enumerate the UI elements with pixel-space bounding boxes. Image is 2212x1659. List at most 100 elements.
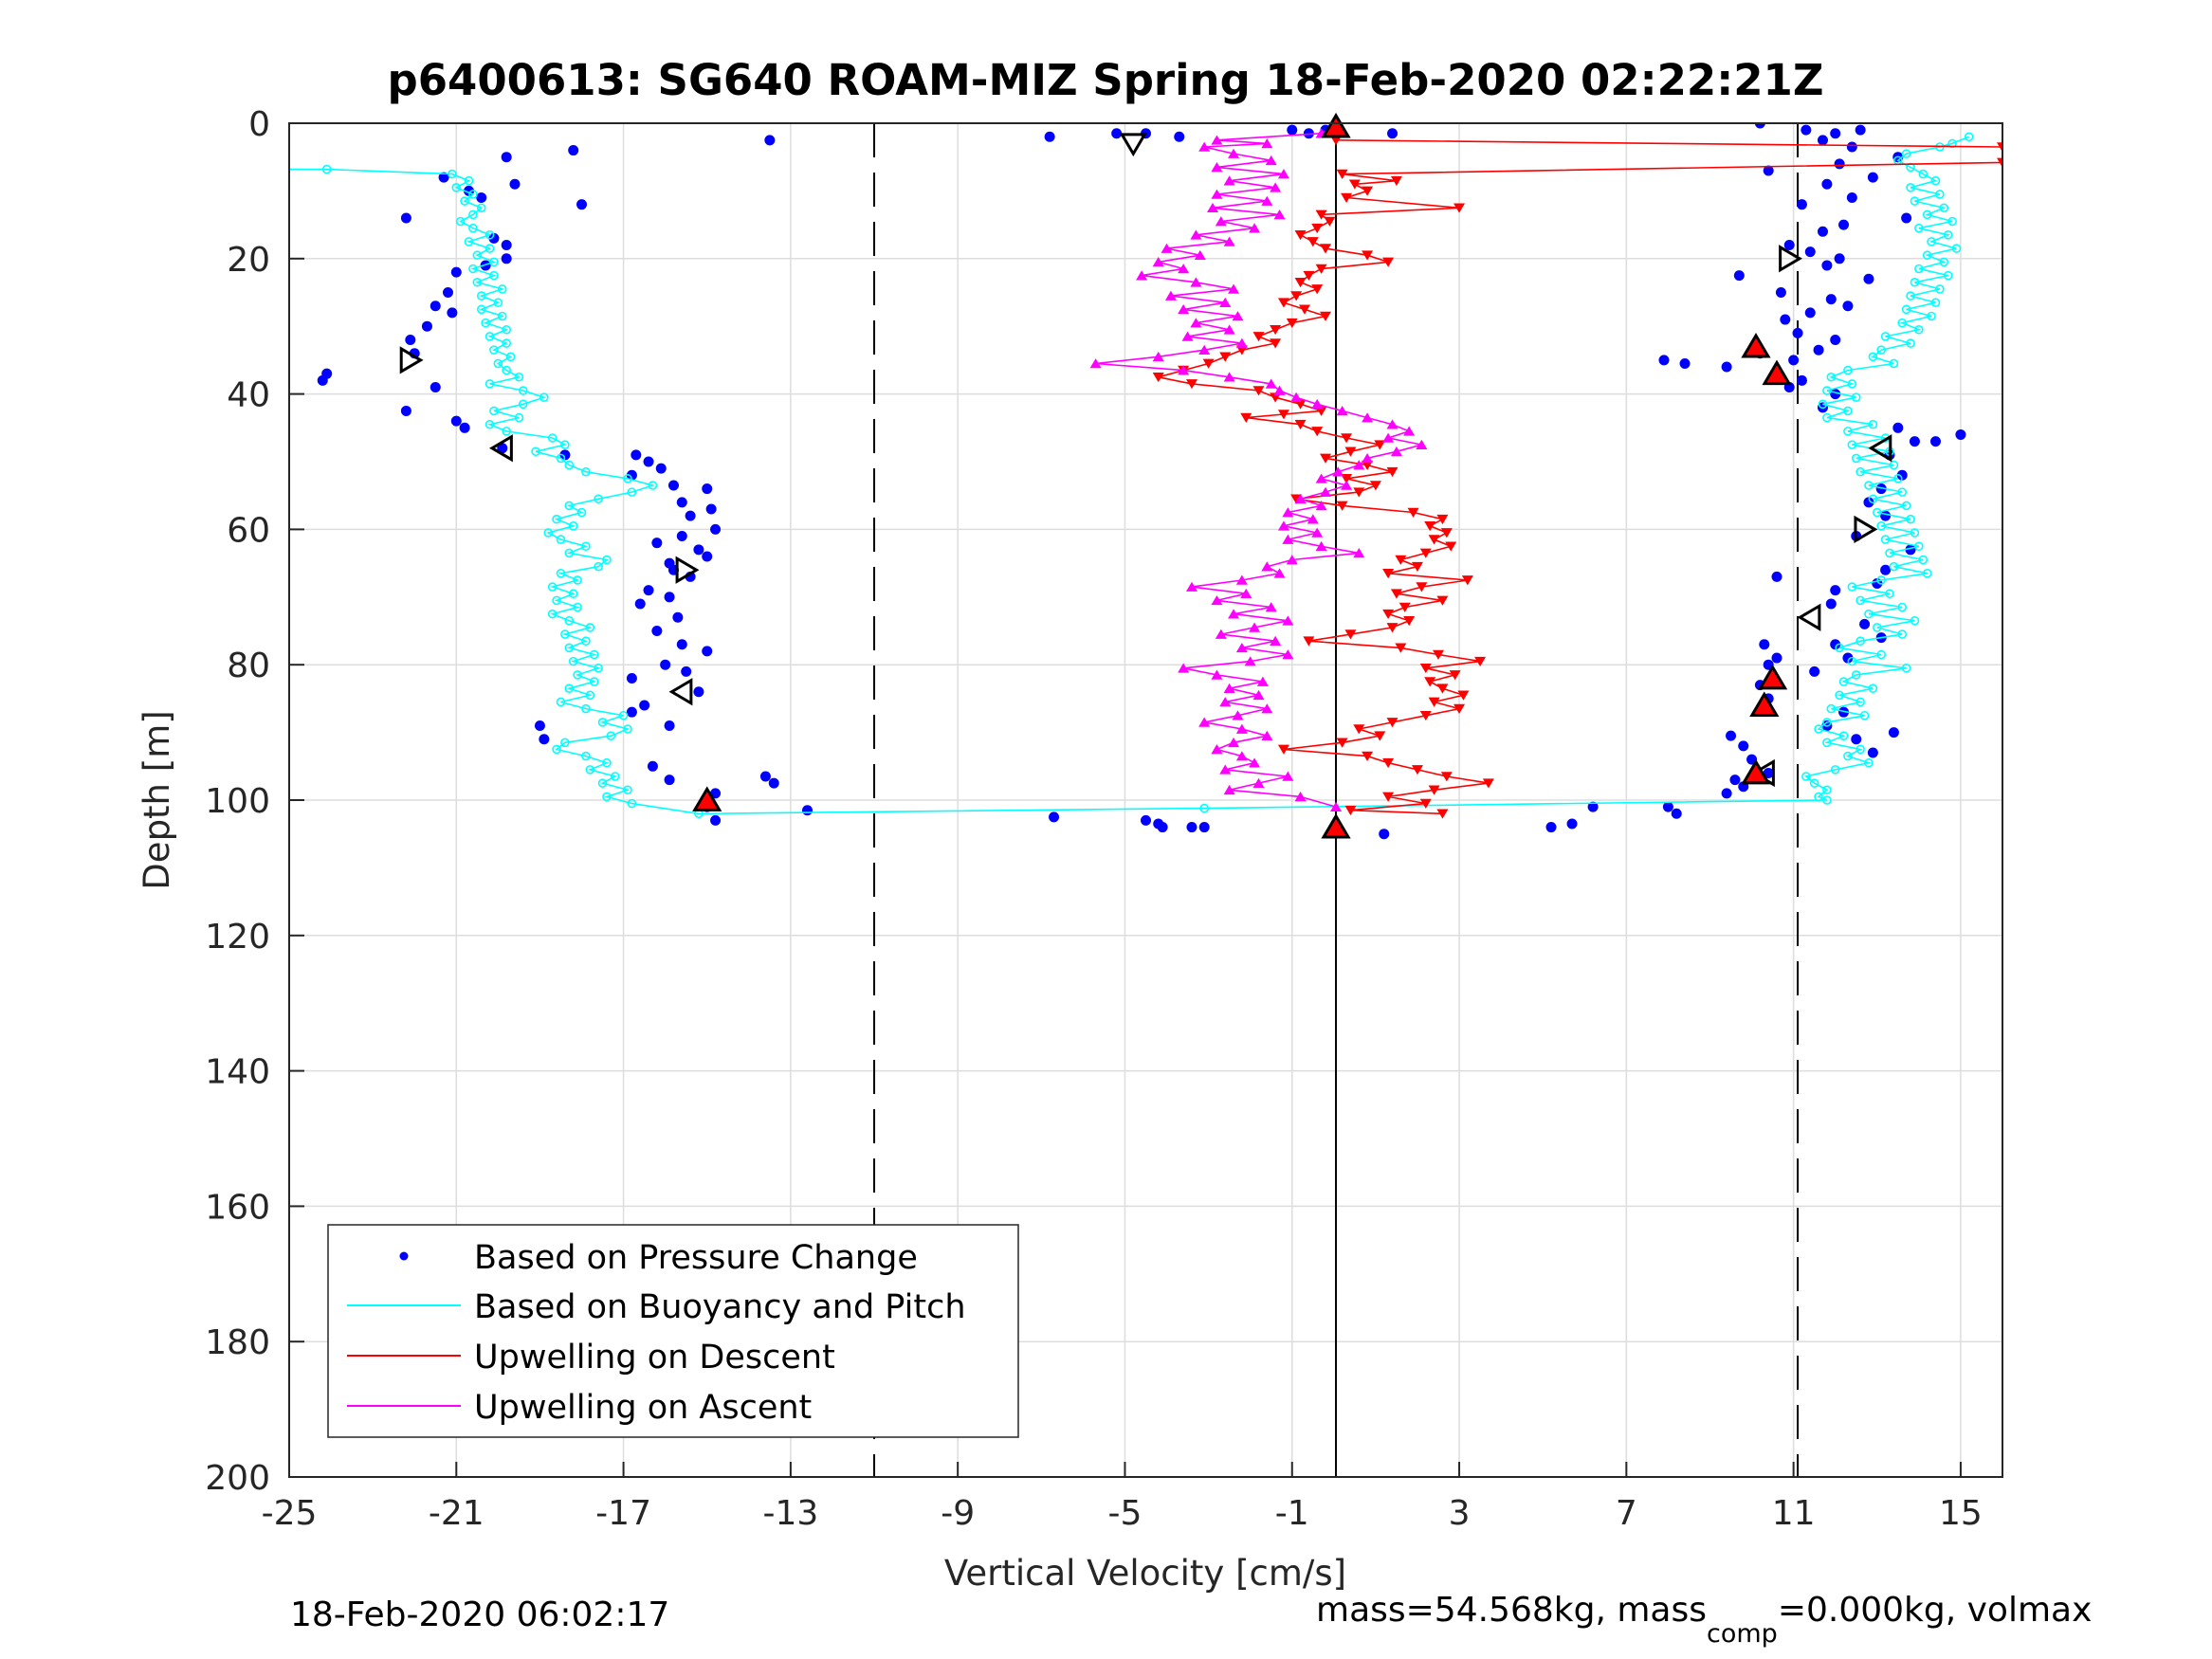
buoyancy-point bbox=[564, 501, 575, 511]
buoyancy-point bbox=[1822, 386, 1832, 395]
pressure-point bbox=[1830, 639, 1841, 650]
ascent-point bbox=[1249, 757, 1261, 768]
descent-point bbox=[1252, 386, 1265, 396]
x-tick-label: -21 bbox=[429, 1494, 484, 1533]
descent-point bbox=[1286, 318, 1298, 329]
buoyancy-point bbox=[484, 244, 495, 253]
buoyancy-point bbox=[1847, 379, 1857, 389]
pressure-point bbox=[1830, 334, 1841, 345]
ascent-point bbox=[1181, 331, 1194, 341]
x-axis-label: Vertical Velocity [cm/s] bbox=[944, 1553, 1346, 1594]
descent-point bbox=[1330, 136, 1343, 146]
marker-layer bbox=[399, 112, 1892, 839]
x-tick-label: 3 bbox=[1449, 1494, 1471, 1533]
pressure-point bbox=[1796, 374, 1807, 386]
buoyancy-point bbox=[472, 250, 483, 261]
y-axis-label: Depth [m] bbox=[137, 710, 177, 889]
ascent-point bbox=[1219, 297, 1232, 308]
descent-point bbox=[1324, 216, 1336, 227]
descent-point bbox=[1457, 690, 1470, 701]
buoyancy-point bbox=[627, 798, 637, 809]
buoyancy-point bbox=[455, 216, 466, 227]
y-tick-label: 200 bbox=[205, 1459, 270, 1498]
descent-point bbox=[1453, 703, 1466, 715]
descent-point bbox=[1353, 487, 1365, 498]
descent-point bbox=[1270, 338, 1282, 349]
pressure-point bbox=[1721, 361, 1732, 373]
pressure-point bbox=[710, 788, 722, 799]
ascent-point bbox=[1315, 473, 1327, 483]
buoyancy-point bbox=[493, 298, 503, 308]
pressure-point bbox=[667, 480, 679, 491]
pressure-point bbox=[1775, 287, 1786, 298]
descent-point bbox=[1440, 528, 1453, 538]
buoyancy-point bbox=[602, 555, 612, 565]
buoyancy-point bbox=[1897, 318, 1908, 328]
pressure-point bbox=[1792, 327, 1803, 338]
buoyancy-point bbox=[1901, 149, 1911, 158]
descent-point bbox=[1386, 623, 1398, 633]
buoyancy-point bbox=[1901, 501, 1911, 511]
pressure-point bbox=[643, 456, 654, 467]
buoyancy-point bbox=[1847, 656, 1857, 666]
descent-point bbox=[1433, 649, 1445, 660]
buoyancy-point bbox=[1838, 731, 1849, 740]
buoyancy-point bbox=[1930, 175, 1941, 186]
ascent-point bbox=[1249, 223, 1261, 233]
pressure-point bbox=[643, 585, 654, 596]
descent-point bbox=[1436, 684, 1449, 694]
reference-lines bbox=[873, 123, 1800, 1477]
ascent-point bbox=[1223, 175, 1235, 186]
descent-point bbox=[1424, 521, 1436, 532]
buoyancy-point bbox=[1897, 487, 1908, 497]
pressure-point bbox=[676, 531, 687, 542]
buoyancy-point bbox=[627, 487, 637, 497]
filled-triangle-marker bbox=[1762, 359, 1792, 386]
ascent-point bbox=[1235, 723, 1248, 734]
descent-point bbox=[1374, 731, 1386, 741]
buoyancy-point bbox=[1859, 710, 1870, 720]
descent-point bbox=[1298, 304, 1310, 315]
open-triangle-marker bbox=[1868, 434, 1892, 463]
buoyancy-point bbox=[1822, 795, 1832, 805]
pressure-point bbox=[576, 199, 588, 210]
pressure-point bbox=[497, 443, 508, 454]
buoyancy-point bbox=[568, 589, 578, 599]
ascent-point bbox=[1273, 568, 1286, 578]
buoyancy-point bbox=[1830, 765, 1840, 775]
descent-point bbox=[1277, 744, 1289, 755]
pressure-point bbox=[1754, 123, 1765, 129]
pressure-point bbox=[447, 307, 458, 319]
descent-point bbox=[1453, 203, 1466, 213]
ascent-point bbox=[1228, 737, 1240, 748]
y-tick-label: 80 bbox=[227, 647, 270, 685]
descent-point bbox=[1997, 142, 2002, 153]
descent-point bbox=[1294, 230, 1307, 241]
pressure-point bbox=[1587, 801, 1599, 812]
buoyancy-point bbox=[1868, 684, 1878, 693]
buoyancy-point bbox=[589, 677, 599, 686]
ascent-point bbox=[1178, 264, 1190, 274]
descent-point bbox=[1445, 541, 1457, 552]
ascent-point bbox=[1341, 480, 1353, 490]
ascent-point bbox=[1211, 594, 1223, 606]
buoyancy-point bbox=[451, 183, 462, 192]
legend-dot-icon bbox=[399, 1251, 409, 1261]
buoyancy-point bbox=[581, 541, 591, 552]
buoyancy-point bbox=[585, 623, 595, 632]
descent-point bbox=[1461, 575, 1473, 586]
buoyancy-point bbox=[1843, 751, 1853, 761]
descent-point bbox=[1386, 718, 1398, 728]
pressure-point bbox=[1387, 128, 1398, 139]
ascent-point bbox=[1261, 703, 1273, 714]
buoyancy-point bbox=[556, 453, 566, 464]
pressure-point bbox=[672, 611, 684, 623]
buoyancy-point bbox=[589, 649, 599, 660]
buoyancy-point bbox=[1947, 216, 1957, 227]
buoyancy-point bbox=[564, 548, 575, 558]
pressure-point bbox=[1759, 639, 1770, 650]
pressure-point bbox=[1303, 128, 1314, 139]
buoyancy-point bbox=[564, 615, 575, 626]
pressure-point bbox=[631, 449, 642, 461]
ascent-point bbox=[1198, 717, 1211, 727]
